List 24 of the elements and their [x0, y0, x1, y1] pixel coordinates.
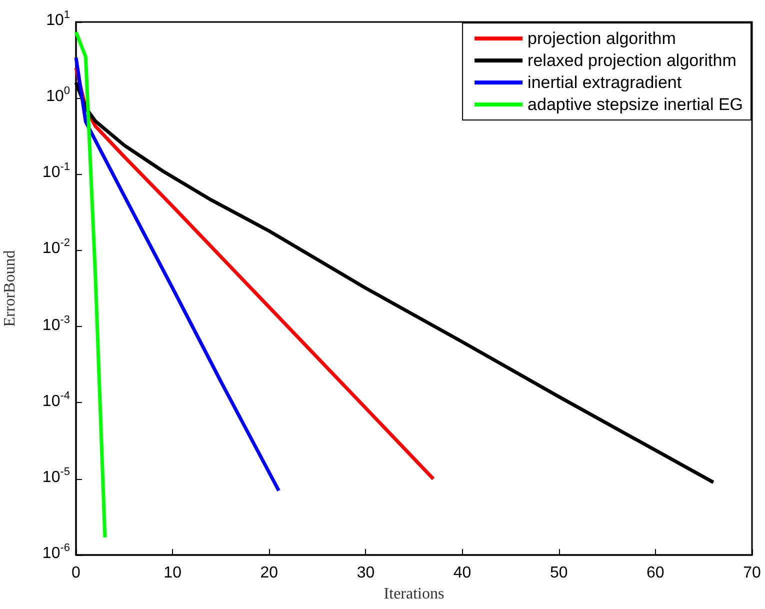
y-tick-label: 10$^{-3}$	[42, 314, 70, 336]
line-series	[74, 56, 281, 492]
x-tick-label: 50	[550, 564, 568, 582]
x-tick-label: 40	[453, 564, 472, 582]
y-tick-label: 10$^{-1}$	[42, 161, 70, 184]
legend-label: inertial extragradient	[528, 73, 682, 92]
x-tick-label: 60	[646, 564, 664, 582]
y-axis-title: ErrorBound	[2, 250, 18, 327]
x-tick-label: 20	[260, 564, 278, 582]
line-series	[74, 30, 107, 540]
x-axis-title: Iterations	[384, 585, 444, 602]
legend-label: adaptive stepsize inertial EG	[528, 95, 744, 114]
y-tick-label: 10$^{-2}$	[42, 237, 70, 260]
legend-label: projection algorithm	[528, 29, 676, 48]
x-tick-label: 30	[356, 564, 375, 582]
y-tick-label: 10$^{0}$	[46, 85, 70, 108]
y-tick-label: 10$^{-4}$	[42, 390, 70, 412]
y-tick-label: 10$^{1}$	[46, 9, 70, 31]
x-tick-label: 0	[72, 564, 81, 582]
x-tick-label: 10	[164, 564, 182, 582]
y-tick-label: 10$^{-5}$	[42, 466, 70, 488]
x-tick-label: 70	[743, 564, 761, 582]
y-tick-label: 10$^{-6}$	[42, 542, 70, 564]
legend-label: relaxed projection algorithm	[528, 51, 736, 70]
